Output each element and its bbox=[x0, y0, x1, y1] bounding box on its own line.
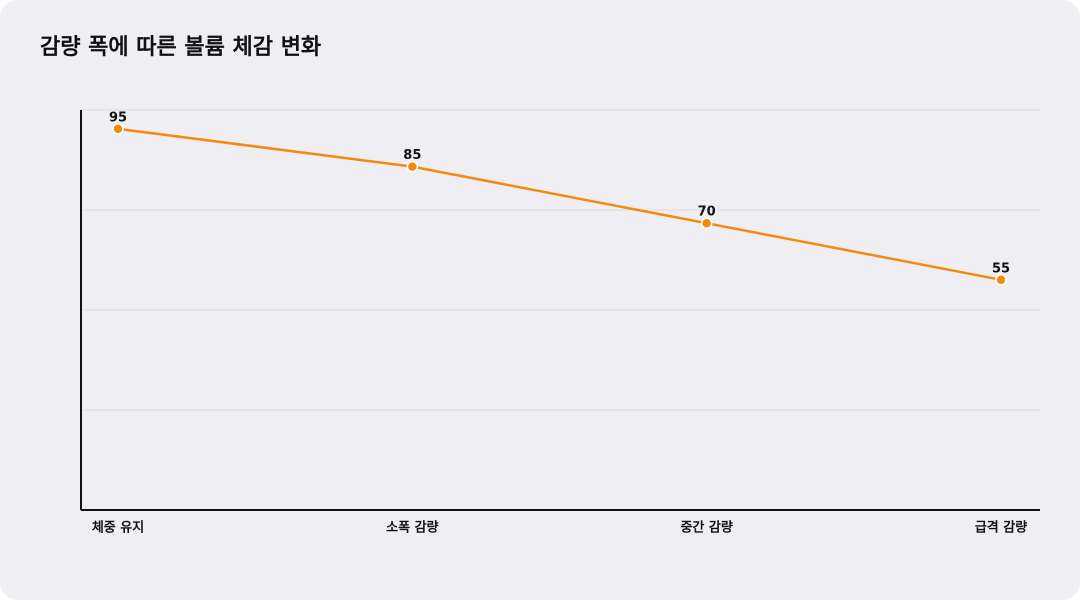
data-label: 85 bbox=[403, 148, 421, 163]
data-label: 70 bbox=[698, 205, 716, 220]
point bbox=[700, 217, 713, 229]
data-label: 55 bbox=[992, 261, 1010, 276]
x-tick-label: 중간 감량 bbox=[680, 520, 732, 536]
x-tick-label: 체중 유지 bbox=[92, 521, 144, 536]
point bbox=[112, 123, 124, 135]
data-label: 95 bbox=[109, 110, 127, 125]
chart-title: 감량 폭에 따른 볼륨 체감 변화 bbox=[40, 35, 321, 60]
x-tick-label: 소폭 감량 bbox=[386, 521, 438, 536]
x-tick-label: 급격 감량 bbox=[975, 521, 1027, 536]
point bbox=[406, 160, 419, 173]
line bbox=[117, 127, 1002, 282]
point bbox=[995, 274, 1007, 286]
